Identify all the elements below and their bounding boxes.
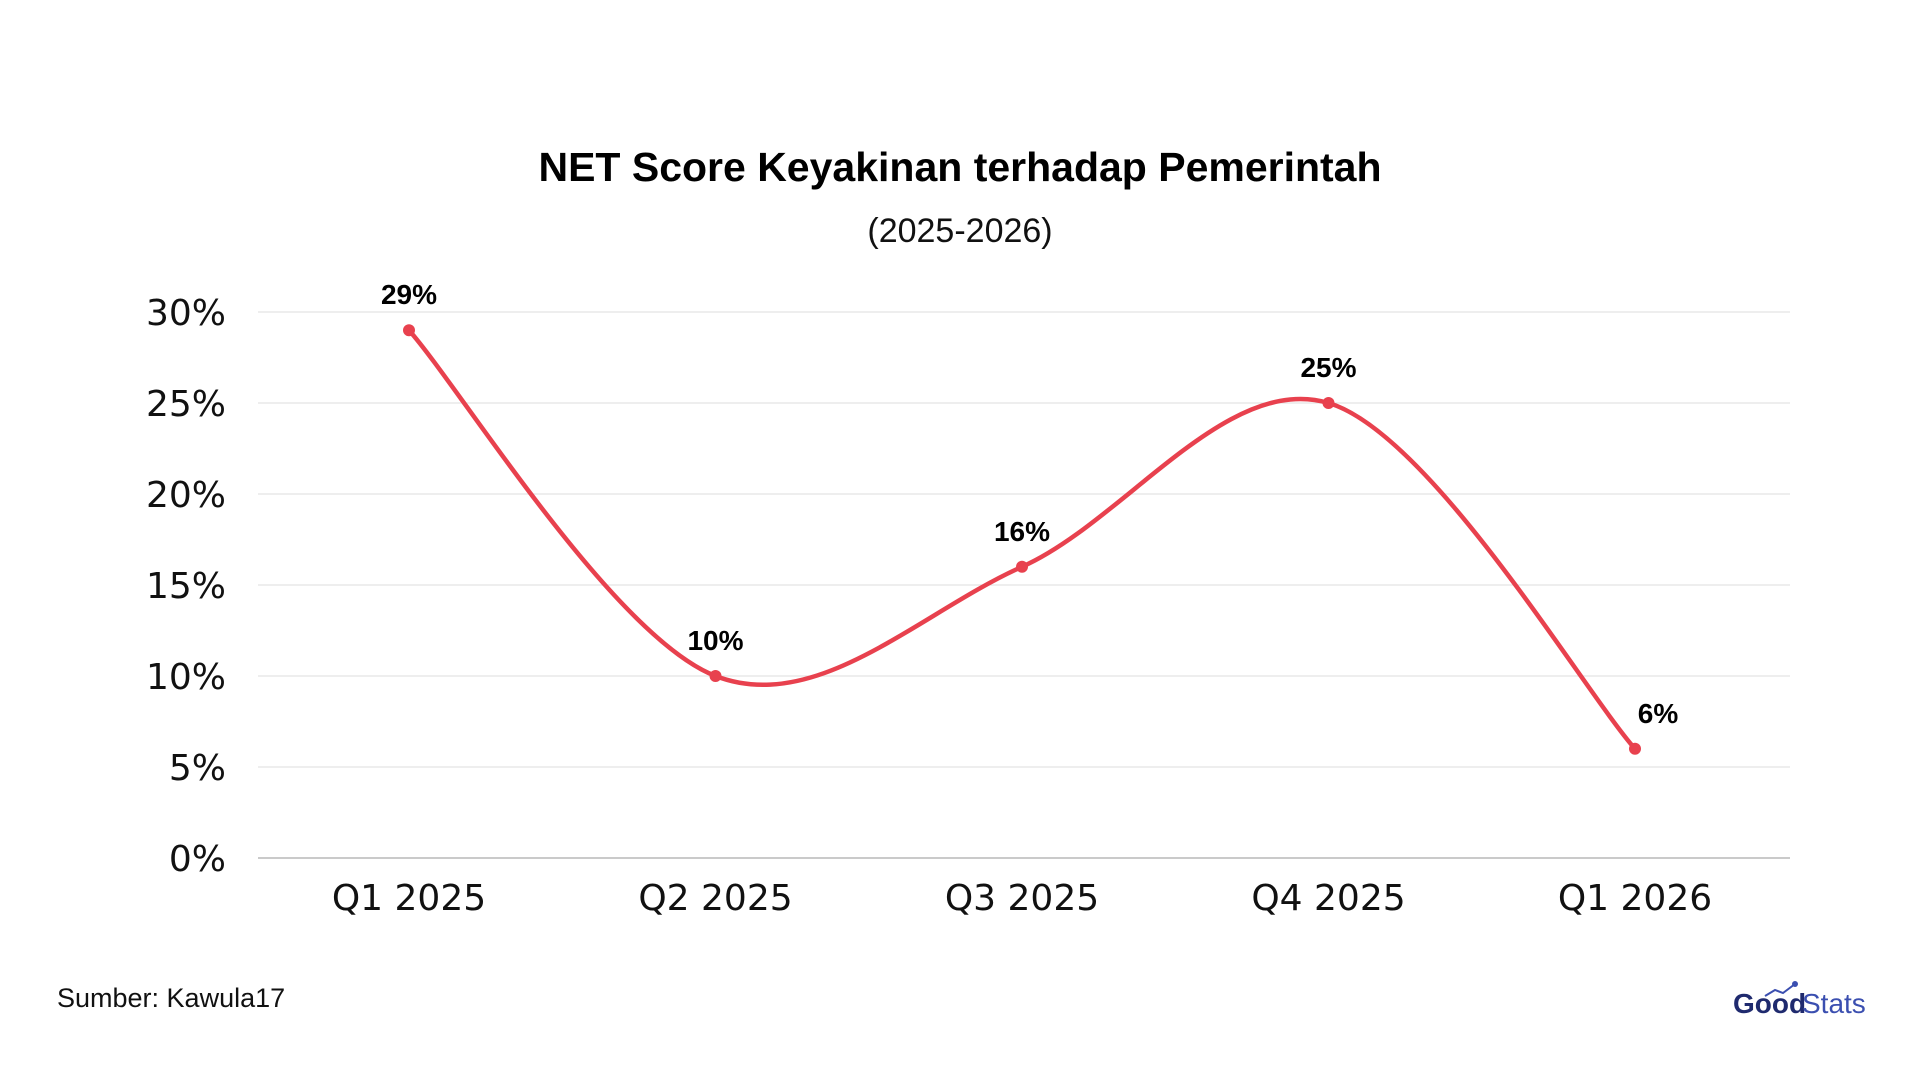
data-label: 16% bbox=[994, 516, 1050, 547]
brand-name-stats: Stats bbox=[1802, 988, 1866, 1019]
data-label: 29% bbox=[381, 279, 437, 310]
y-tick-label: 10% bbox=[146, 657, 226, 698]
x-tick-label: Q1 2026 bbox=[1558, 878, 1712, 919]
source-note: Sumber: Kawula17 bbox=[57, 983, 286, 1013]
y-tick-label: 15% bbox=[146, 566, 226, 607]
data-label: 25% bbox=[1300, 352, 1356, 383]
data-point bbox=[709, 670, 722, 682]
x-tick-label: Q3 2025 bbox=[945, 878, 1099, 919]
data-point bbox=[1322, 397, 1335, 409]
trend-icon bbox=[1764, 981, 1798, 997]
x-tick-label: Q2 2025 bbox=[638, 878, 792, 919]
y-tick-label: 20% bbox=[146, 475, 226, 516]
data-point bbox=[403, 324, 415, 337]
y-tick-label: 30% bbox=[146, 293, 226, 334]
x-axis-tick-labels: Q1 2025 Q2 2025 Q3 2025 Q4 2025 Q1 2026 bbox=[332, 878, 1712, 919]
x-tick-label: Q1 2025 bbox=[332, 878, 486, 919]
y-tick-label: 5% bbox=[169, 748, 226, 789]
brand-name-good: Good bbox=[1733, 988, 1807, 1019]
chart-title: NET Score Keyakinan terhadap Pemerintah bbox=[538, 144, 1382, 190]
data-points bbox=[403, 324, 1641, 755]
y-axis-tick-labels: 0% 5% 10% 15% 20% 25% 30% bbox=[146, 293, 226, 880]
y-tick-label: 25% bbox=[146, 384, 226, 425]
gridlines bbox=[258, 311, 1790, 859]
data-label: 6% bbox=[1638, 698, 1679, 729]
data-point bbox=[1016, 560, 1028, 573]
goodstats-logo: Good Stats bbox=[1733, 980, 1873, 1030]
chart-subtitle: (2025-2026) bbox=[867, 212, 1053, 250]
x-tick-label: Q4 2025 bbox=[1251, 878, 1405, 919]
y-tick-label: 0% bbox=[169, 839, 226, 880]
data-point bbox=[1629, 742, 1641, 755]
data-labels: 29% 10% 16% 25% 6% bbox=[381, 279, 1678, 729]
data-label: 10% bbox=[687, 625, 743, 656]
